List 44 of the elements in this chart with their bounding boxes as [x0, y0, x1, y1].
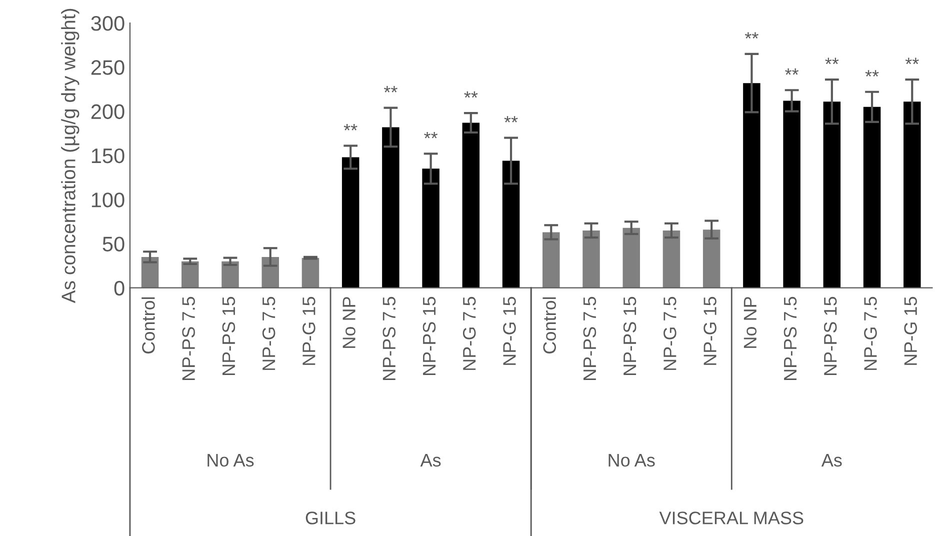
text: VISCERAL MASS: [659, 512, 804, 524]
x-tick-label: NP-G 15: [302, 296, 316, 365]
y-tick-label: 300: [91, 16, 124, 31]
x-tick-label: No NP: [744, 297, 757, 348]
data-label: **: [825, 58, 839, 64]
x-tick-label: Control: [142, 297, 155, 354]
text: GILLS: [306, 512, 356, 524]
x-tick-label: NP-PS 15: [422, 296, 436, 375]
y-axis-title: As concentration (µg/g dry weight): [61, 8, 80, 304]
text: As: [420, 454, 441, 467]
data-label: **: [464, 91, 478, 98]
x-tick-label: NP-G 15: [704, 296, 716, 365]
x-tick-label: NP-PS 7.5: [583, 296, 596, 380]
y-tick-label: 100: [92, 192, 124, 208]
text: As: [821, 454, 842, 467]
y-tick-label: 250: [91, 60, 124, 75]
x-tick-label: NP-PS 7.5: [182, 296, 195, 380]
x-tick-label: NP-G 7.5: [664, 296, 676, 370]
text: No As: [608, 454, 655, 467]
x-tick-label: NP-PS 15: [623, 296, 636, 375]
y-tick-label: 150: [92, 148, 124, 164]
x-tick-label: NP-G 15: [904, 296, 917, 365]
data-label: **: [905, 58, 919, 64]
data-label: **: [384, 86, 398, 92]
data-label: **: [344, 124, 358, 130]
data-label: **: [744, 32, 758, 39]
x-tick-label: No NP: [342, 297, 356, 348]
x-tick-label: NP-PS 7.5: [382, 296, 396, 380]
x-tick-label: NP-G 15: [503, 296, 516, 365]
data-label: **: [424, 132, 438, 138]
x-tick-label: NP-PS 15: [824, 296, 837, 375]
x-tick-label: NP-PS 15: [222, 296, 236, 375]
x-tick-label: NP-PS 7.5: [784, 296, 797, 380]
x-tick-label: NP-G 7.5: [462, 296, 476, 370]
y-tick-label: 50: [102, 236, 124, 252]
data-label: **: [785, 68, 799, 75]
x-tick-label: Control: [542, 297, 556, 354]
y-tick-label: 0: [114, 280, 124, 296]
data-label: **: [504, 116, 518, 122]
x-tick-label: NP-G 7.5: [262, 296, 276, 370]
x-tick-label: NP-G 7.5: [864, 296, 877, 370]
text: No As: [208, 454, 254, 467]
data-label: **: [865, 70, 879, 77]
y-tick-label: 200: [91, 104, 124, 120]
